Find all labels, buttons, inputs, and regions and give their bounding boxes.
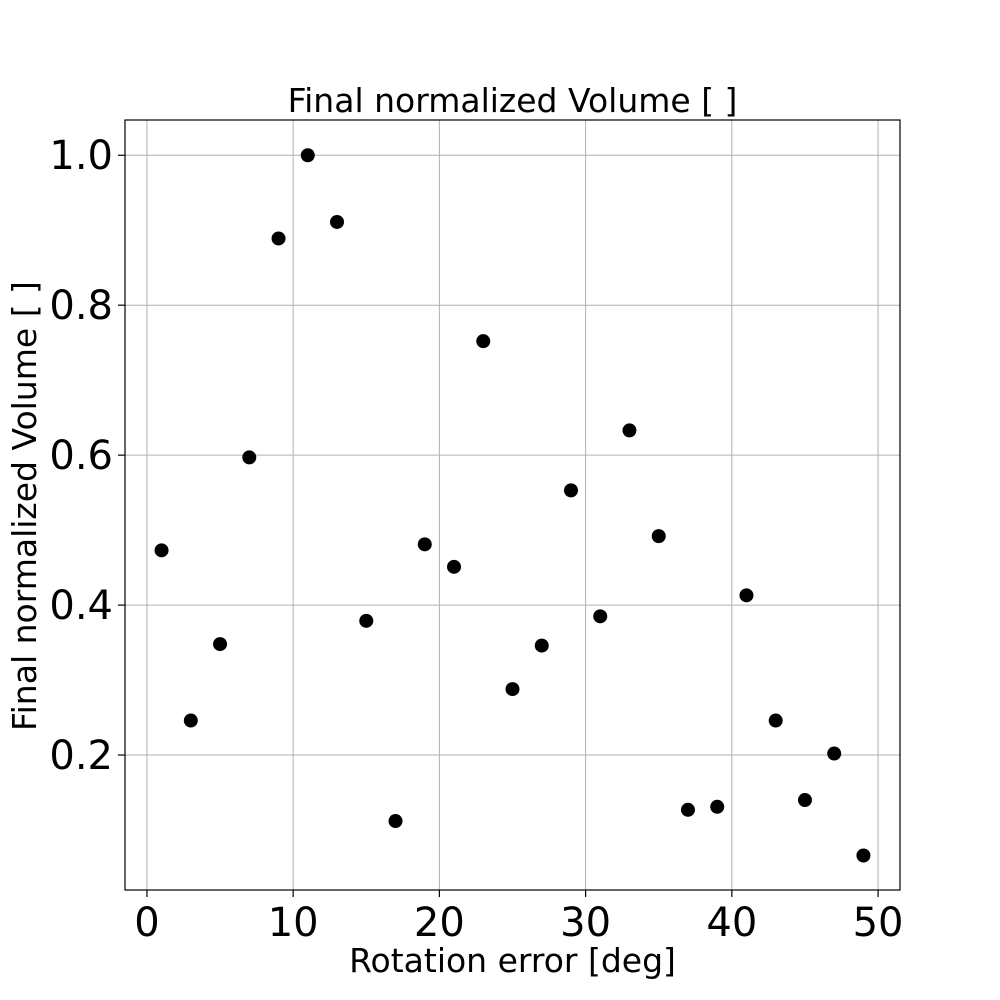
data-point	[359, 613, 374, 628]
data-point	[534, 638, 549, 653]
x-tick-label: 50	[853, 900, 904, 946]
data-point	[476, 334, 491, 349]
points-layer	[154, 148, 871, 863]
data-point	[505, 682, 520, 697]
y-tick-label: 0.8	[49, 283, 113, 329]
data-point	[710, 799, 725, 814]
data-point	[300, 148, 315, 163]
ticks-layer: 0 10 20 30 40 50 0.2 0.4 0.6 0.8 1.0	[49, 133, 903, 946]
plot-frame	[124, 119, 901, 891]
x-tick-label: 40	[706, 900, 757, 946]
data-point	[417, 537, 432, 552]
data-point	[593, 609, 608, 624]
x-tick-label: 0	[134, 900, 159, 946]
x-tick-label: 10	[268, 900, 319, 946]
chart-title: Final normalized Volume [ ]	[288, 81, 738, 120]
data-point	[827, 746, 842, 761]
x-tick-label: 30	[560, 900, 611, 946]
data-point	[271, 231, 286, 246]
y-axis-title: Final normalized Volume [ ]	[5, 281, 44, 731]
data-point	[622, 423, 637, 438]
data-point	[388, 814, 403, 829]
x-axis-title: Rotation error [deg]	[349, 941, 676, 980]
y-tick-label: 0.4	[49, 583, 113, 629]
data-point	[447, 559, 462, 574]
data-point	[739, 588, 754, 603]
data-point	[330, 214, 345, 229]
y-tick-label: 0.2	[49, 733, 113, 779]
data-point	[651, 529, 666, 544]
data-point	[213, 637, 228, 652]
data-point	[154, 543, 169, 558]
data-point	[563, 483, 578, 498]
data-point	[680, 802, 695, 817]
data-point	[797, 793, 812, 808]
x-tick-label: 20	[414, 900, 465, 946]
data-point	[183, 713, 198, 728]
data-point	[856, 848, 871, 863]
data-point	[768, 713, 783, 728]
grid-layer	[125, 120, 900, 890]
y-tick-label: 1.0	[49, 133, 113, 179]
data-point	[242, 450, 257, 465]
y-tick-label: 0.6	[49, 433, 113, 479]
